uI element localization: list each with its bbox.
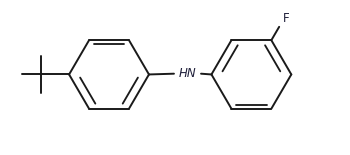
Text: HN: HN (178, 67, 196, 80)
Text: F: F (283, 11, 289, 24)
